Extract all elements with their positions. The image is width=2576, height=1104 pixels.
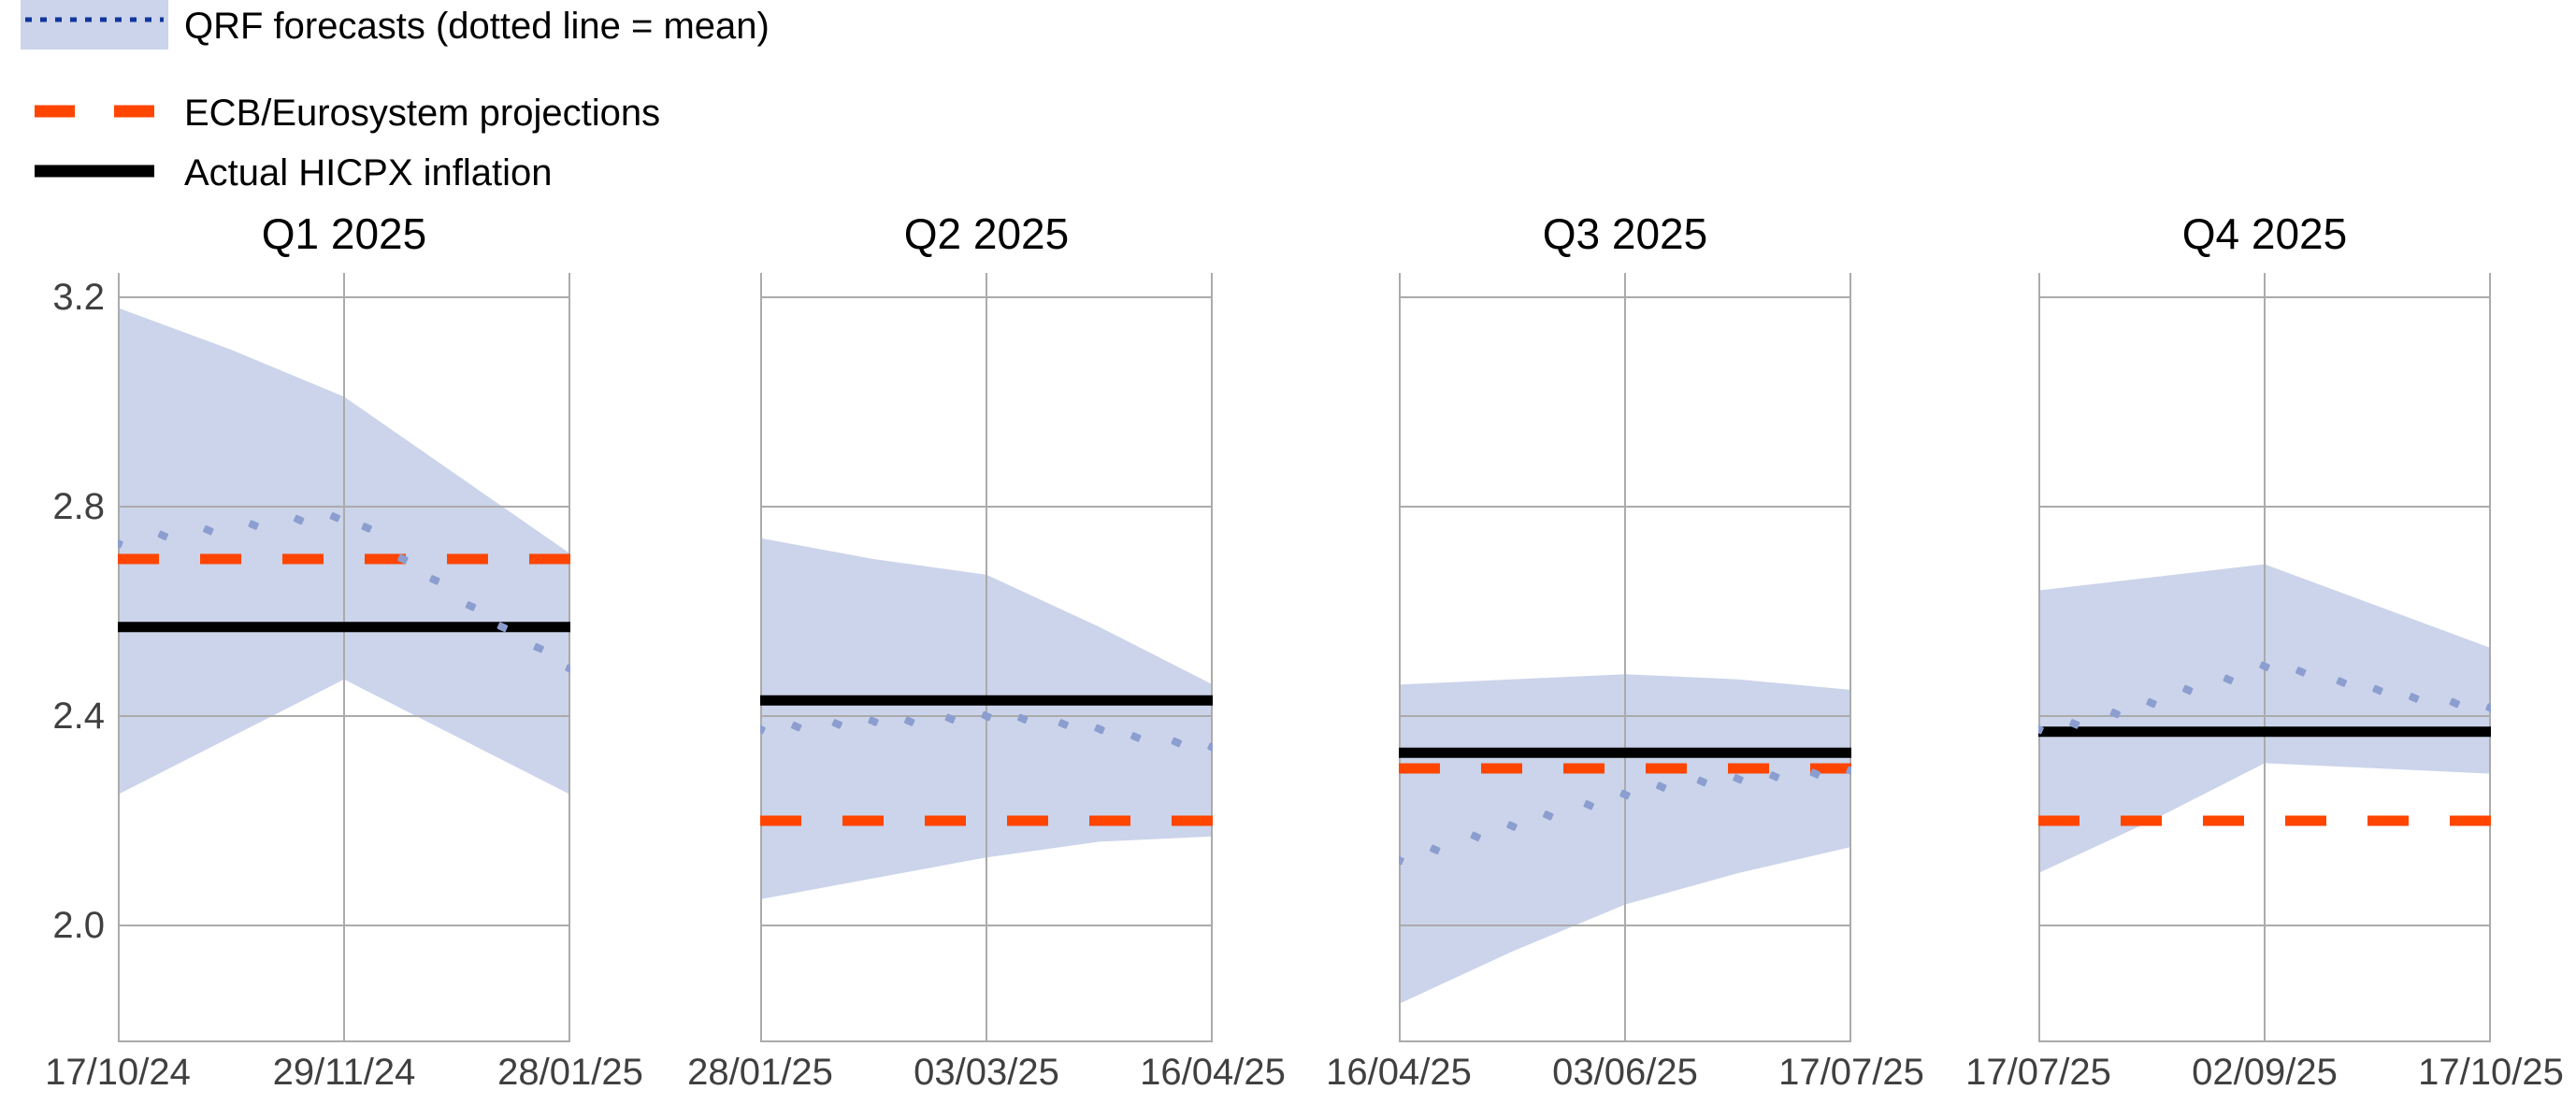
qrf-mean-dot xyxy=(2146,697,2157,709)
x-tick-label: 17/07/25 xyxy=(1965,1052,2111,1093)
qrf-mean-dot xyxy=(248,520,259,530)
panel-title: Q2 2025 xyxy=(903,209,1070,258)
panel-title: Q3 2025 xyxy=(1542,209,1708,258)
panel-title: Q1 2025 xyxy=(261,209,427,258)
qrf-mean-dot xyxy=(1430,844,1441,855)
qrf-mean-dot xyxy=(831,719,842,729)
qrf-mean-dot xyxy=(1094,724,1105,735)
qrf-mean-dot xyxy=(1619,789,1631,800)
actual-solid-key-icon xyxy=(35,159,154,183)
x-tick-label: 28/01/25 xyxy=(687,1052,833,1093)
ecb-dashed-key-icon xyxy=(35,99,154,123)
qrf-mean-dot xyxy=(2223,674,2234,685)
qrf-mean-dot xyxy=(2372,684,2383,695)
qrf-mean-dot xyxy=(944,713,956,724)
qrf-mean-dot xyxy=(361,523,372,533)
qrf-mean-dot xyxy=(496,622,509,633)
qrf-mean-dot xyxy=(1171,737,1182,748)
qrf-mean-dot xyxy=(2259,661,2270,672)
qrf-mean-dot xyxy=(2038,724,2044,735)
qrf-mean-dot xyxy=(2409,693,2420,703)
qrf-mean-dot xyxy=(1656,781,1667,792)
qrf-mean-dot xyxy=(1543,810,1554,821)
x-tick-label: 17/07/25 xyxy=(1778,1052,1924,1093)
qrf-mean-dot xyxy=(981,710,992,722)
qrf-mean-dot xyxy=(1809,768,1820,779)
qrf-mean-dot xyxy=(2449,697,2460,709)
qrf-mean-dot xyxy=(2336,677,2347,687)
qrf-mean-dot xyxy=(2069,719,2080,729)
x-tick-label: 28/01/25 xyxy=(497,1052,643,1093)
qrf-mean-dot xyxy=(293,514,305,525)
qrf-mean-dot xyxy=(1846,766,1851,777)
x-tick-label: 17/10/24 xyxy=(45,1052,191,1093)
y-tick-label: 2.8 xyxy=(52,486,105,527)
qrf-mean-dot xyxy=(465,601,477,611)
plot-area xyxy=(2038,273,2491,1042)
qrf-mean-dot xyxy=(397,553,409,565)
x-tick-label: 17/10/25 xyxy=(2418,1052,2564,1093)
qrf-mean-dot xyxy=(1017,713,1029,724)
plot-area xyxy=(760,273,1213,1042)
qrf-mean-dotted-line xyxy=(1399,766,1851,866)
x-tick-label: 16/04/25 xyxy=(1140,1052,1286,1093)
qrf-mean-dot xyxy=(904,716,915,726)
legend-label-qrf: QRF forecasts (dotted line = mean) xyxy=(184,6,770,47)
y-tick-label: 2.4 xyxy=(52,695,105,737)
qrf-mean-dot xyxy=(760,724,766,735)
qrf-mean-dot xyxy=(1769,771,1780,781)
qrf-mean-dot xyxy=(203,524,214,536)
qrf-band-key-icon xyxy=(21,0,168,50)
qrf-mean-dot xyxy=(1470,831,1481,842)
plot-area xyxy=(118,273,570,1042)
y-tick-label: 3.2 xyxy=(52,277,105,318)
qrf-mean-dot xyxy=(2295,667,2307,677)
qrf-mean-dot xyxy=(791,721,802,732)
qrf-mean-dot xyxy=(868,716,879,726)
qrf-mean-dot xyxy=(329,511,341,523)
x-tick-label: 02/09/25 xyxy=(2192,1052,2338,1093)
qrf-mean-dot xyxy=(1399,854,1404,866)
qrf-mean-dot xyxy=(565,664,570,674)
qrf-mean-dot xyxy=(2182,684,2194,695)
qrf-mean-dot xyxy=(533,642,544,653)
x-tick-label: 03/06/25 xyxy=(1552,1052,1698,1093)
qrf-mean-dotted-line xyxy=(2038,661,2491,735)
legend-label-ecb: ECB/Eurosystem projections xyxy=(184,93,661,134)
qrf-mean-dot xyxy=(1207,742,1213,753)
panel-title: Q4 2025 xyxy=(2181,209,2348,258)
qrf-mean-dot xyxy=(1130,732,1142,742)
qrf-mean-dot xyxy=(1058,719,1069,729)
qrf-mean-dot xyxy=(118,538,123,549)
qrf-mean-dot xyxy=(1583,799,1594,810)
x-tick-label: 29/11/24 xyxy=(272,1052,416,1093)
qrf-mean-dot xyxy=(2109,708,2121,719)
qrf-mean-dot xyxy=(1696,776,1707,787)
qrf-mean-dotted-line xyxy=(118,511,570,674)
qrf-mean-dot xyxy=(2485,703,2491,713)
qrf-mean-dot xyxy=(429,575,440,585)
qrf-mean-dot xyxy=(157,530,169,541)
qrf-mean-dot xyxy=(1733,773,1744,784)
legend-label-actual: Actual HICPX inflation xyxy=(184,152,553,194)
x-tick-label: 16/04/25 xyxy=(1326,1052,1472,1093)
plot-area xyxy=(1399,273,1851,1042)
qrf-mean-dotted-line xyxy=(760,710,1213,753)
x-tick-label: 03/03/25 xyxy=(914,1052,1059,1093)
qrf-mean-dot xyxy=(1506,821,1518,831)
y-tick-label: 2.0 xyxy=(52,905,105,946)
